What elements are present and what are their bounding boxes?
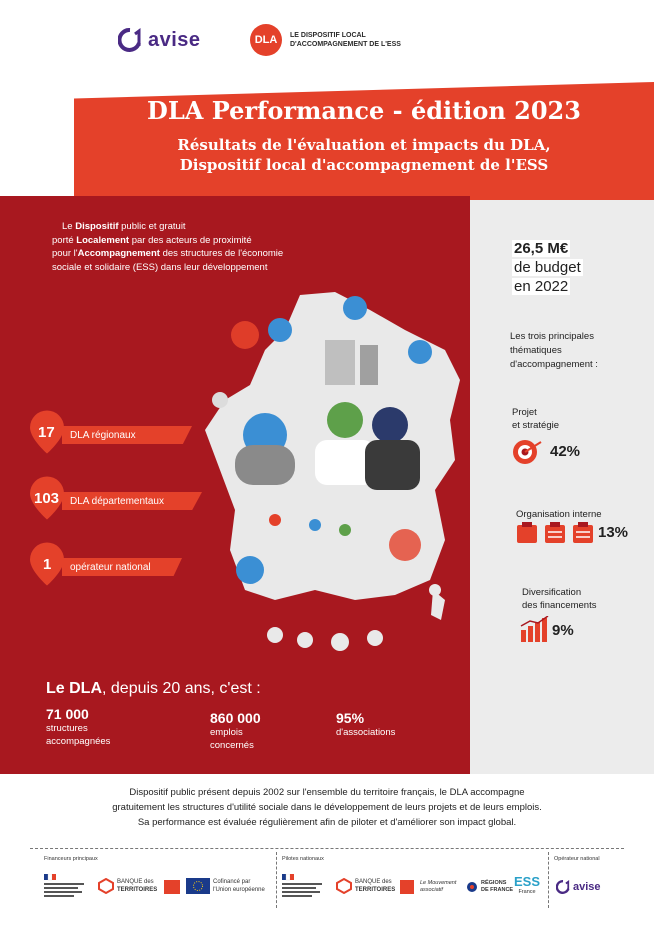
pin-departmental-label: DLA départementaux [62, 492, 202, 510]
subtitle-line2: Dispositif local d'accompagnement de l'E… [179, 156, 549, 174]
regions-icon [467, 882, 477, 892]
dla-logo-line2: D'ACCOMPAGNEMENT DE L'ESS [290, 41, 401, 48]
regions-de-france-logo: RÉGIONS DE FRANCE [466, 880, 513, 894]
title-band [74, 82, 654, 200]
republique-francaise-logo-2 [282, 873, 328, 900]
avise-wordmark: avise [148, 28, 201, 51]
stat-associations-value: 95% [336, 710, 365, 726]
stat-emplois-value: 860 000 [210, 710, 261, 726]
dla-logo: DLA LE DISPOSITIF LOCAL D'ACCOMPAGNEMENT… [250, 24, 401, 56]
stat-structures: 71 000 structures accompagnées [46, 706, 111, 747]
partners-separator [548, 852, 549, 908]
theme-organisation-pct: 13% [598, 524, 629, 541]
target-icon [513, 440, 542, 464]
theme-organisation: Organisation interne [516, 509, 602, 520]
eu-flag-icon [186, 878, 210, 894]
republique-francaise-logo [44, 873, 90, 900]
marianne-icon [282, 873, 322, 897]
map-pin-icon [30, 476, 64, 520]
dla-badge: DLA [250, 24, 282, 56]
theme-diversification: Diversification des financements [522, 587, 597, 611]
pin-national [30, 542, 64, 591]
theme-diversification-pct: 9% [552, 622, 574, 639]
clipboards-icon [517, 522, 593, 543]
partners-group-operateur: Opérateur national [554, 856, 600, 862]
page-title: DLA Performance - édition 2023 [147, 96, 581, 125]
summary-title: Le DLA, depuis 20 ans, c'est : [46, 680, 261, 697]
intro-text: Le Dispositif public et gratuit porté Lo… [52, 221, 284, 273]
caisse-depots-logo-2 [400, 880, 414, 894]
avise-logo: avise [118, 28, 201, 52]
mouvement-associatif-logo: Le Mouvement associatif [420, 880, 457, 893]
pin-national-label: opérateur national [62, 558, 182, 576]
banque-territoires-logo-1: BANQUE des TERRITOIRES [98, 878, 157, 894]
budget-amount: 26,5 M€ [512, 240, 571, 257]
grey-panel [470, 200, 654, 774]
hexagon-icon [336, 878, 352, 894]
stat-emplois: 860 000 emplois concernés [210, 710, 261, 751]
partners-group-pilotes: Pilotes nationaux [282, 856, 324, 862]
partners-separator [276, 852, 277, 908]
subtitle-line1: Résultats de l'évaluation et impacts du … [177, 136, 551, 154]
stat-structures-value: 71 000 [46, 706, 89, 722]
dla-logo-line1: LE DISPOSITIF LOCAL [290, 32, 366, 39]
pin-regional-label: DLA régionaux [62, 426, 192, 444]
budget-block: 26,5 M€ de budget en 2022 [512, 240, 583, 295]
banque-territoires-logo-2: BANQUE des TERRITOIRES [336, 878, 395, 894]
map-pin-icon [30, 542, 64, 586]
pin-departmental-number: 103 [34, 490, 60, 507]
stat-associations: 95% d'associations [336, 710, 396, 738]
pin-departmental [30, 476, 64, 525]
marianne-icon [44, 873, 84, 897]
footer-text: Dispositif public présent depuis 2002 su… [112, 787, 542, 828]
avise-mark-icon [118, 28, 141, 52]
caisse-depots-logo [164, 880, 180, 894]
avise-logo-small: avise [556, 880, 601, 894]
ess-france-logo: ESS France [514, 874, 541, 895]
theme-projet: Projet et stratégie [512, 407, 559, 431]
themes-title: Les trois principales thématiques d'acco… [510, 331, 598, 370]
france-map-illustration [205, 292, 460, 651]
bar-growth-icon [520, 616, 549, 642]
eu-cofinance-logo: Cofinancé par l'Union européenne [186, 878, 265, 894]
map-pin-icon [30, 410, 64, 454]
partners-strip [30, 848, 624, 908]
pin-regional [30, 410, 64, 459]
theme-projet-pct: 42% [550, 443, 581, 460]
avise-mark-icon [556, 880, 570, 894]
pin-national-number: 1 [43, 556, 52, 573]
partners-group-financeurs: Financeurs principaux [44, 856, 98, 862]
hexagon-icon [98, 878, 114, 894]
pin-regional-number: 17 [38, 424, 55, 441]
